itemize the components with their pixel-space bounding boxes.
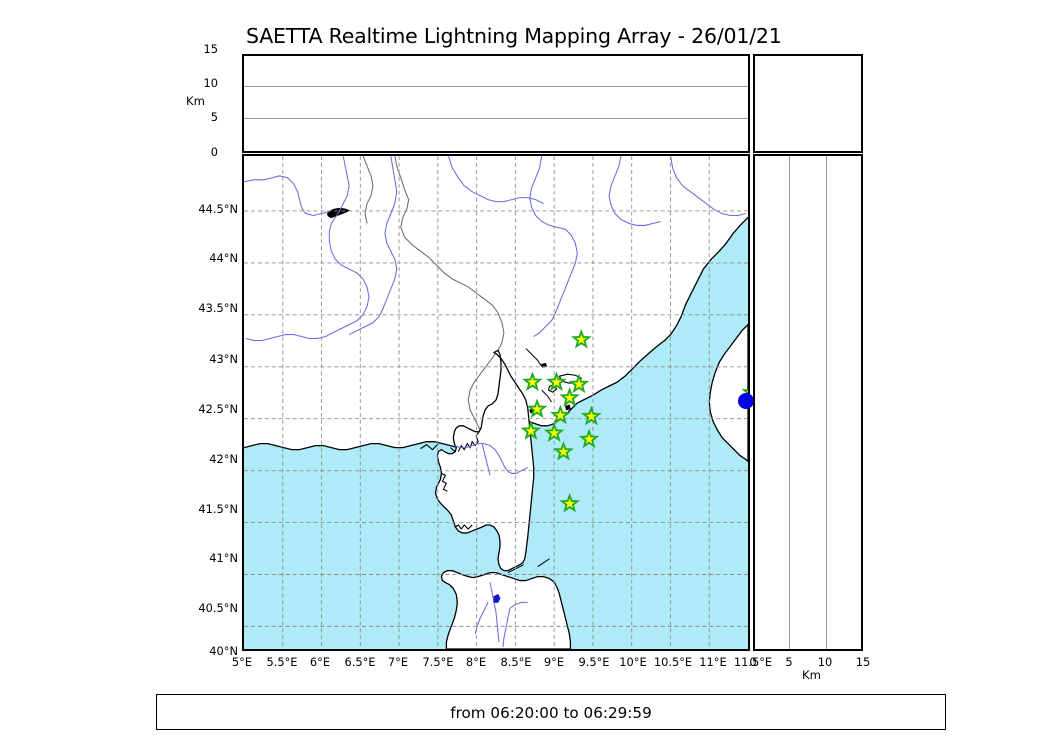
tick-lat-42-5: 42.5°N [198,402,238,416]
tick-lon-10-5: 10.5°E [653,655,693,669]
tick-lon-11-5: 11.5°E [733,655,773,669]
tick-lon-6-5: 6.5°E [344,655,376,669]
time-range-box: from 06:20:00 to 06:29:59 [156,694,946,730]
tick-right-x-15: 15 [855,655,871,669]
lightning-source-marker [526,398,548,418]
tick-lon-9: 9°E [543,655,565,669]
tick-right-x-5: 5 [785,655,793,669]
lightning-source-markers [520,328,748,513]
tick-lat-41: 41°N [209,551,238,565]
tick-lon-9-5: 9.5°E [578,655,610,669]
landmass-mainland [244,156,748,450]
lightning-source-marker [568,373,590,394]
gridline-right-5km [789,156,791,649]
tick-lon-8-5: 8.5°E [500,655,532,669]
coastline-italy-west [708,323,748,463]
gridline-5km [244,118,748,120]
tick-lon-11: 11°E [699,655,727,669]
time-range-label: from 06:20:00 to 06:29:59 [450,704,652,722]
tick-lon-7-5: 7.5°E [422,655,454,669]
lightning-source-marker [741,389,748,402]
tick-lon-7: 7°E [387,655,409,669]
tick-lat-41-5: 41.5°N [198,502,238,516]
island-coast-line-1 [525,348,543,367]
lightning-source-marker [553,440,574,461]
lightning-source-dot [738,393,754,409]
tick-lat-40: 40°N [209,644,238,658]
rivers-corsica [454,443,528,476]
lake-sardinia-1 [493,593,501,603]
tick-topleft-y-0: 0 [210,145,218,159]
axis-label-km-horizontal: Km [802,668,821,682]
admin-border-2 [362,156,374,224]
island-small-3 [541,362,548,368]
panel-map[interactable] [242,154,750,651]
island-small-1 [564,404,571,411]
lightning-source-marker [559,492,580,513]
landmass-sardinia [440,569,572,649]
admin-border-1 [394,156,505,442]
lightning-source-marker [550,404,571,425]
tick-lat-42: 42°N [209,452,238,466]
tick-topleft-y-5: 5 [210,110,218,124]
tick-topleft-y-10: 10 [203,76,219,90]
lightning-source-marker [581,405,602,426]
tick-lon-6: 6°E [309,655,331,669]
tick-right-x-10: 10 [817,655,833,669]
panel-altitude-vs-latitude[interactable] [753,154,863,651]
lightning-source-marker [559,387,580,407]
tick-lon-5: 5°E [231,655,253,669]
lightning-source-marker [522,371,543,392]
axis-label-km-vertical: Km [186,94,205,108]
panel-altitude-histogram[interactable] [753,54,863,153]
gridline-10km [244,86,748,88]
island-coast-line-2 [541,389,552,403]
tick-lon-10: 10°E [619,655,647,669]
gridline-right-10km [825,156,827,649]
coast-sea-fill [244,453,748,649]
map-graticule [244,156,748,649]
lightning-source-marker [570,328,592,349]
island-coast-line-3 [537,558,550,568]
tick-lat-44-5: 44.5°N [198,202,238,216]
lightning-source-marker [520,420,542,440]
tick-lon-8: 8°E [465,655,487,669]
lightning-source-marker [543,422,565,442]
tick-topleft-y-15: 15 [203,42,219,56]
lightning-source-marker [578,428,600,449]
tick-lat-44: 44°N [209,251,238,265]
tick-lat-43-5: 43.5°N [198,301,238,315]
lightning-source-marker [546,371,567,392]
map-geography [244,156,748,649]
island-coast-line-4 [507,564,525,574]
landmass-corsica [434,349,535,572]
tick-lon-5-5: 5.5°E [266,655,298,669]
tick-lat-40-5: 40.5°N [198,601,238,615]
tick-right-x-0: 0 [749,655,757,669]
map-canvas[interactable] [244,156,748,649]
tick-lat-43: 43°N [209,352,238,366]
rivers-mainland [244,156,747,342]
page-title: SAETTA Realtime Lightning Mapping Array … [246,24,782,48]
panel-altitude-vs-longitude[interactable] [242,54,750,153]
